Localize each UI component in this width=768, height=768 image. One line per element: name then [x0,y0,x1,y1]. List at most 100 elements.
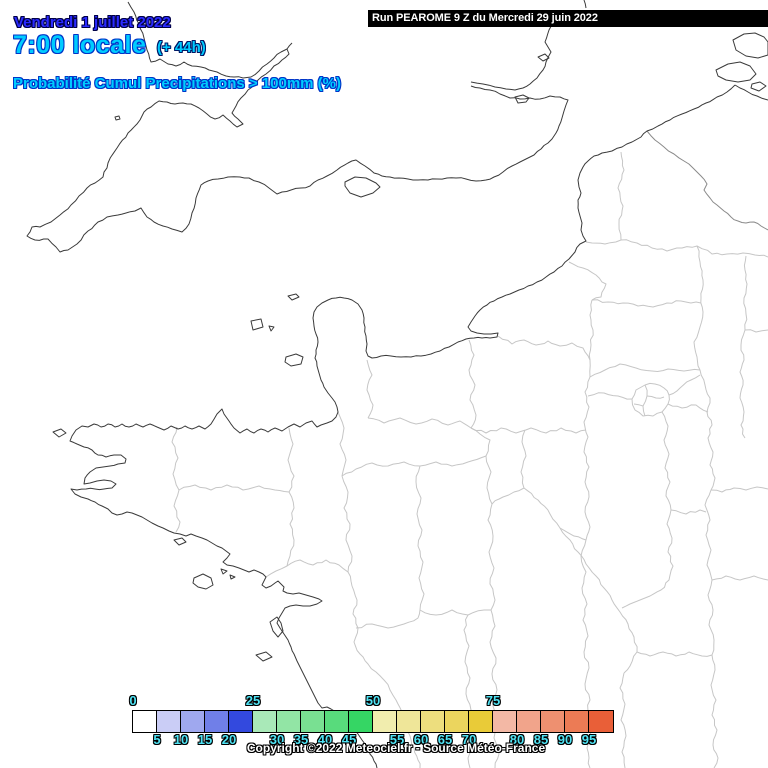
legend-tick-label: 35 [293,732,309,747]
map-path [351,585,421,768]
map-path [617,151,625,241]
forecast-offset-label: (+ 44h) [157,39,206,56]
map-path [171,426,181,533]
forecast-date-label: Vendredi 1 juillet 2022 [14,14,171,31]
map-path [523,487,638,674]
map-path [470,11,561,91]
probability-legend: 0 5 10 15 20 25 30 35 40 45 50 55 60 65 70 75 80 85 90 95 [129,693,632,749]
legend-tick-label: 20 [221,732,237,747]
legend-cell [445,711,469,732]
map-path [621,509,674,609]
island-outline [284,353,304,367]
island-outline [537,53,550,62]
model-run-banner: Run PEAROME 9 Z du Mercredi 29 juin 2022 [368,10,768,27]
map-path [620,239,768,258]
map-path [588,299,594,378]
map-path [583,0,587,9]
legend-cell [205,711,229,732]
parameter-title: Probabilité Cumul Precipitations > 100mm… [13,75,341,92]
legend-cell [277,711,301,732]
legend-cell [349,711,373,732]
island-outline [250,318,264,331]
legend-cell [517,711,541,732]
map-path [744,329,768,333]
island-outline [287,293,300,301]
legend-tick-label: 30 [269,732,285,747]
map-path [619,672,627,768]
island-outline [173,537,187,546]
map-path [468,339,477,429]
island-outline [514,94,530,104]
legend-cell [565,711,589,732]
map-path [367,417,472,429]
map-path [265,559,349,578]
island-outline [52,428,67,438]
island-outline [114,115,121,121]
map-path [704,489,719,768]
map-path [667,403,709,413]
map-path [568,261,607,301]
legend-tick-label: 75 [485,693,501,708]
legend-tick-label: 5 [153,732,161,747]
map-path [693,245,704,371]
island-outline [732,32,768,59]
map-path [587,392,633,400]
map-path [286,427,295,567]
legend-tick-label: 60 [413,732,429,747]
map-path [585,239,622,245]
map-path [559,527,587,541]
map-path [520,429,527,489]
forecast-time-label: 7:00 locale [13,31,147,59]
legend-tick-label: 45 [341,732,357,747]
legend-cell [397,711,421,732]
island-outline [715,61,757,83]
legend-cell [157,711,181,732]
map-path [355,609,421,629]
map-path [497,335,591,361]
map-path [642,384,648,417]
legend-cell [325,711,349,732]
map-path [69,84,736,768]
map-path [633,403,644,407]
island-outline [344,176,381,198]
island-outline [220,568,228,575]
legend-cell [253,711,277,732]
map-path [711,575,768,581]
legend-tick-label: 55 [389,732,405,747]
legend-tick-label: 15 [197,732,213,747]
map-path [710,486,768,493]
map-path [739,255,748,439]
legend-tick-label: 90 [557,732,573,747]
legend-cell [229,711,253,732]
map-path [341,475,353,587]
map-path [470,427,587,434]
island-outline [268,325,275,332]
copyright-notice: Copyright ©2022 Meteociel.fr - Source Mé… [246,741,546,755]
map-path [415,465,425,611]
map-path [489,609,500,768]
map-path [286,42,293,50]
legend-tick-label: 70 [461,732,477,747]
island-outline [229,574,236,580]
map-path [583,376,591,541]
legend-tick-label: 85 [533,732,549,747]
legend-cell [589,711,613,732]
legend-tick-label: 25 [245,693,261,708]
legend-tick-label: 80 [509,732,525,747]
model-run-label: Run PEAROME 9 Z du Mercredi 29 juin 2022 [372,12,598,24]
legend-cell [493,711,517,732]
map-path [337,411,347,477]
map-path [636,651,713,657]
map-path [366,359,374,419]
islands-layer [52,32,768,662]
legend-colorbar [132,710,614,733]
legend-cell [421,711,445,732]
legend-cell [133,711,157,732]
legend-tick-label: 50 [365,693,381,708]
legend-tick-label: 0 [129,693,137,708]
country-border-layer [646,130,768,231]
map-path [668,374,701,396]
map-path [631,382,670,417]
